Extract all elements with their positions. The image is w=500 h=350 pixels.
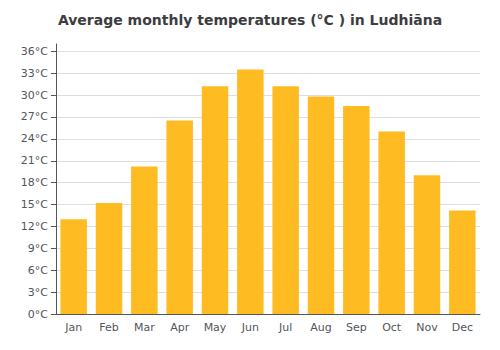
svg-text:30°C: 30°C <box>21 89 48 102</box>
svg-text:9°C: 9°C <box>28 242 48 255</box>
svg-text:0°C: 0°C <box>28 308 48 321</box>
svg-text:36°C: 36°C <box>21 45 48 58</box>
svg-text:Sep: Sep <box>346 321 367 334</box>
svg-text:Dec: Dec <box>452 321 473 334</box>
svg-text:Aug: Aug <box>310 321 331 334</box>
svg-text:15°C: 15°C <box>21 198 48 211</box>
svg-text:12°C: 12°C <box>21 220 48 233</box>
svg-text:Oct: Oct <box>382 321 402 334</box>
svg-text:24°C: 24°C <box>21 132 48 145</box>
svg-text:18°C: 18°C <box>21 176 48 189</box>
svg-text:Apr: Apr <box>170 321 190 334</box>
svg-text:Nov: Nov <box>416 321 438 334</box>
svg-text:Jul: Jul <box>278 321 292 334</box>
svg-text:Jan: Jan <box>64 321 82 334</box>
svg-text:3°C: 3°C <box>28 286 48 299</box>
svg-text:Jun: Jun <box>241 321 259 334</box>
svg-text:Mar: Mar <box>134 321 155 334</box>
svg-text:Feb: Feb <box>99 321 118 334</box>
svg-text:Average monthly temperatures (: Average monthly temperatures (°C ) in Lu… <box>58 12 442 28</box>
svg-text:27°C: 27°C <box>21 110 48 123</box>
svg-text:May: May <box>204 321 227 334</box>
svg-text:33°C: 33°C <box>21 67 48 80</box>
svg-text:21°C: 21°C <box>21 154 48 167</box>
svg-text:6°C: 6°C <box>28 264 48 277</box>
